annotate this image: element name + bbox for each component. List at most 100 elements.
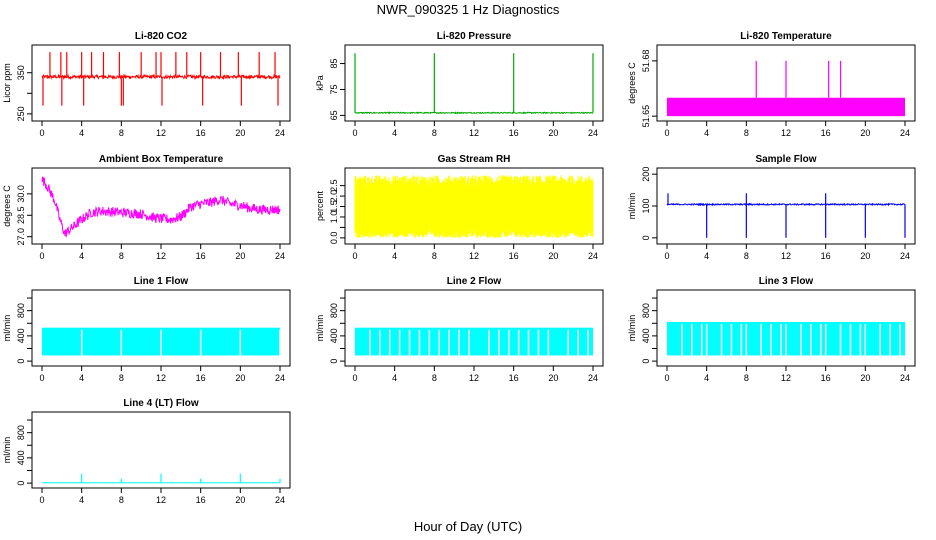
y-axis-label: degrees C xyxy=(627,62,637,104)
plot-data xyxy=(666,193,906,238)
x-tick-label: 24 xyxy=(588,373,598,383)
x-tick-label: 20 xyxy=(548,128,558,138)
x-tick-label: 24 xyxy=(275,495,285,505)
y-axis-label: ml/min xyxy=(627,315,637,342)
y-axis-label: degrees C xyxy=(2,185,12,227)
x-tick-label: 4 xyxy=(79,495,84,505)
chart-panel: Li-820 Pressure kPa 0 4 8 12 16 20 24 65 75 85 xyxy=(315,31,604,138)
x-tick-label: 8 xyxy=(119,373,124,383)
series-band xyxy=(354,175,594,238)
x-tick-label: 12 xyxy=(156,495,166,505)
y-tick-label: 27.0 xyxy=(16,228,26,246)
y-tick-label: 51.68 xyxy=(641,50,651,73)
panel-title: Li-820 Pressure xyxy=(437,31,512,42)
x-tick-label: 12 xyxy=(469,251,479,261)
y-tick-label: 1.5 xyxy=(329,200,339,213)
x-tick-label: 8 xyxy=(432,251,437,261)
x-tick-label: 4 xyxy=(392,373,397,383)
x-tick-label: 24 xyxy=(900,373,910,383)
x-tick-label: 4 xyxy=(392,251,397,261)
plot-data xyxy=(41,473,281,484)
x-tick-label: 16 xyxy=(821,373,831,383)
x-tick-label: 24 xyxy=(900,128,910,138)
x-tick-label: 12 xyxy=(469,128,479,138)
y-tick-label: 30.0 xyxy=(16,185,26,203)
y-tick-label: 250 xyxy=(16,106,26,121)
x-tick-label: 4 xyxy=(704,373,709,383)
x-tick-label: 24 xyxy=(275,373,285,383)
panel-title: Ambient Box Temperature xyxy=(99,154,224,165)
y-tick-label: 65 xyxy=(329,110,339,120)
x-tick-label: 8 xyxy=(432,128,437,138)
x-tick-label: 12 xyxy=(156,128,166,138)
chart-panel: Gas Stream RH percent 0 4 8 12 16 20 24 0.0 1.01.5… xyxy=(315,154,604,261)
x-tick-label: 24 xyxy=(275,251,285,261)
x-tick-label: 16 xyxy=(196,251,206,261)
x-tick-label: 12 xyxy=(781,128,791,138)
y-tick-label: 200 xyxy=(641,167,651,182)
x-tick-label: 8 xyxy=(744,373,749,383)
panel-title: Gas Stream RH xyxy=(438,154,511,165)
plot-data xyxy=(354,175,594,238)
x-tick-label: 12 xyxy=(781,251,791,261)
y-tick-label: 800 xyxy=(329,303,339,318)
plot-data xyxy=(667,322,905,356)
x-tick-label: 4 xyxy=(79,373,84,383)
y-tick-label: 400 xyxy=(329,328,339,343)
y-tick-label: 1.0 xyxy=(329,211,339,224)
x-tick-label: 4 xyxy=(392,128,397,138)
y-tick-label: 0 xyxy=(16,481,26,486)
x-tick-label: 20 xyxy=(235,373,245,383)
chart-panel: Line 4 (LT) Flow ml/min 0 4 8 12 16 20 24 0 400 800 xyxy=(2,398,291,505)
x-tick-label: 16 xyxy=(196,128,206,138)
x-tick-label: 0 xyxy=(664,128,669,138)
chart-panel: Sample Flow ml/min 0 4 8 12 16 20 24 0 100 200 xyxy=(627,154,916,261)
x-tick-label: 4 xyxy=(79,128,84,138)
y-axis-label: Licor ppm xyxy=(2,63,12,103)
y-axis-label: kPa xyxy=(315,75,325,91)
y-tick-label: 0 xyxy=(641,235,651,240)
y-tick-label: 75 xyxy=(329,84,339,94)
x-tick-label: 16 xyxy=(509,128,519,138)
plot-data xyxy=(41,176,281,238)
y-tick-label: 400 xyxy=(641,328,651,343)
x-tick-label: 12 xyxy=(781,373,791,383)
panel-title: Line 2 Flow xyxy=(447,276,502,287)
x-tick-label: 16 xyxy=(509,373,519,383)
panel-title: Line 3 Flow xyxy=(759,276,814,287)
y-axis-label: ml/min xyxy=(315,315,325,342)
plot-frame xyxy=(344,44,604,122)
x-tick-label: 0 xyxy=(352,251,357,261)
y-tick-label: 28.5 xyxy=(16,207,26,225)
chart-panel: Li-820 Temperature degrees C 0 4 8 12 16 20 24 51… xyxy=(627,31,916,138)
x-tick-label: 8 xyxy=(119,251,124,261)
y-tick-label: 400 xyxy=(16,328,26,343)
y-tick-label: 0 xyxy=(329,359,339,364)
x-tick-label: 24 xyxy=(588,251,598,261)
figure-title: NWR_090325 1 Hz Diagnostics xyxy=(377,2,560,17)
y-tick-label: 0 xyxy=(16,359,26,364)
x-tick-label: 0 xyxy=(352,373,357,383)
y-tick-label: 2.0 xyxy=(329,190,339,203)
y-axis-label: percent xyxy=(315,190,325,221)
x-tick-label: 8 xyxy=(744,128,749,138)
y-tick-label: 800 xyxy=(16,303,26,318)
x-tick-label: 16 xyxy=(196,495,206,505)
x-tick-label: 0 xyxy=(664,373,669,383)
x-tick-label: 20 xyxy=(548,251,558,261)
x-tick-label: 12 xyxy=(156,251,166,261)
x-tick-label: 0 xyxy=(39,251,44,261)
y-tick-label: 800 xyxy=(641,303,651,318)
x-tick-label: 16 xyxy=(821,251,831,261)
plot-frame xyxy=(31,167,291,245)
x-tick-label: 8 xyxy=(119,495,124,505)
x-tick-label: 4 xyxy=(704,251,709,261)
panel-title: Line 1 Flow xyxy=(134,276,189,287)
series-line xyxy=(354,111,593,115)
x-tick-label: 20 xyxy=(235,251,245,261)
plot-data xyxy=(42,327,281,356)
x-tick-label: 0 xyxy=(39,128,44,138)
x-tick-label: 16 xyxy=(821,128,831,138)
